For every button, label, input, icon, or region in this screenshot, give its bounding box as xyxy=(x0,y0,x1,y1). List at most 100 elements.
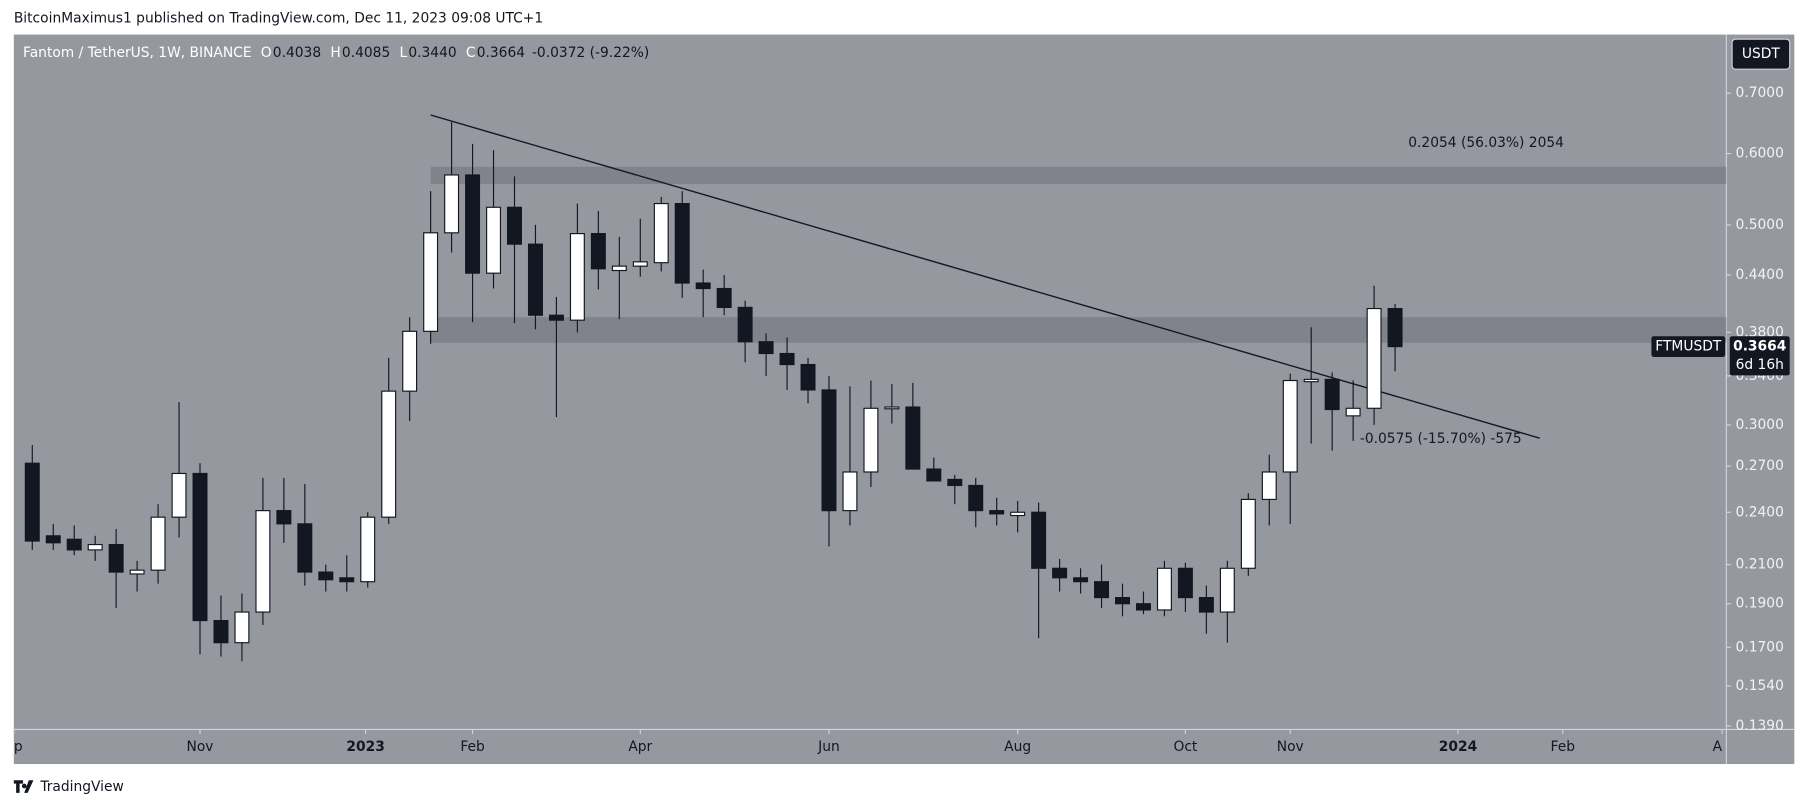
candle-body xyxy=(45,535,61,544)
candle-body xyxy=(842,471,858,512)
candle-body xyxy=(779,352,795,366)
candle-body xyxy=(905,406,921,470)
candle-body xyxy=(213,619,229,644)
candle-body xyxy=(192,472,208,622)
legend-item: 0.3664 xyxy=(477,45,526,61)
zone xyxy=(430,166,1727,185)
price-tag-value: 0.3664 xyxy=(1733,339,1786,355)
currency-button[interactable] xyxy=(1731,38,1791,70)
price-tag-symbol: FTMUSDT xyxy=(1655,339,1722,355)
x-tick-label: Jun xyxy=(817,739,840,755)
candle-body xyxy=(66,538,82,551)
candle-body xyxy=(863,407,879,473)
x-tick-label: Feb xyxy=(1551,739,1576,755)
y-tick-label: 0.1900 xyxy=(1736,596,1784,612)
candle-body xyxy=(1366,307,1382,409)
candle-body xyxy=(1345,407,1361,417)
brand: TradingView xyxy=(13,779,124,795)
candle-body xyxy=(695,282,711,290)
price-tag-countdown: 6d 16h xyxy=(1736,357,1784,373)
y-tick-label: 0.5000 xyxy=(1736,217,1784,233)
candle-body xyxy=(360,516,376,583)
candle-body xyxy=(737,306,753,343)
publisher: BitcoinMaximus1 published on TradingView… xyxy=(14,10,543,26)
candle-body xyxy=(632,261,648,267)
candle-body xyxy=(423,232,439,332)
candle-body xyxy=(402,330,418,392)
y-tick-label: 0.1390 xyxy=(1736,718,1784,734)
candle-body xyxy=(527,243,543,316)
legend-item: 0.4038 xyxy=(273,45,321,61)
candle-body xyxy=(1387,307,1403,348)
currency: USDT xyxy=(1742,46,1781,62)
legend-item: Fantom / TetherUS, 1W, BINANCE xyxy=(23,45,252,61)
x-tick-label: Oct xyxy=(1173,739,1197,755)
candle-body xyxy=(1219,567,1235,613)
x-tick-label: p xyxy=(14,739,23,755)
x-tick-label: Apr xyxy=(628,739,652,755)
candle-body xyxy=(465,174,481,274)
y-tick-label: 0.7000 xyxy=(1736,85,1784,101)
candle-body xyxy=(150,516,166,571)
candle-body xyxy=(1052,567,1068,579)
price-tag-symbol-box xyxy=(1651,336,1726,357)
candle-body xyxy=(318,571,334,581)
trendline xyxy=(430,114,1540,439)
candle-body xyxy=(989,510,1005,515)
zone xyxy=(430,317,1727,343)
x-tick-label: Aug xyxy=(1004,739,1031,755)
candle-body xyxy=(276,510,292,525)
x-tick-label: Nov xyxy=(1277,739,1304,755)
legend-item: 0.4085 xyxy=(342,45,390,61)
x-tick-label: Nov xyxy=(187,739,214,755)
candle-body xyxy=(800,363,816,391)
chart-background xyxy=(13,34,1795,765)
candle-body xyxy=(24,462,40,542)
x-tick-label: Feb xyxy=(460,739,485,755)
candle-body xyxy=(611,265,627,272)
legend-item: -0.0372 (-9.22%) xyxy=(532,45,649,61)
candle-body xyxy=(339,577,355,583)
y-tick-label: 0.3000 xyxy=(1736,417,1784,433)
legend-item: L xyxy=(399,45,407,61)
x-tick-label: 2023 xyxy=(346,739,384,755)
candle-body xyxy=(716,287,732,308)
candle-body xyxy=(758,341,774,355)
candle-body xyxy=(1135,603,1151,611)
legend: Fantom / TetherUS, 1W, BINANCE O0.4038 H0.… xyxy=(23,45,649,61)
candle-body xyxy=(1324,378,1340,411)
candle-body xyxy=(590,233,606,270)
candle-body xyxy=(1010,511,1026,517)
candle-body xyxy=(234,611,250,644)
brand-name: TradingView xyxy=(39,779,123,795)
price-tag-box xyxy=(1729,336,1790,376)
y-tick-label: 0.2400 xyxy=(1736,504,1784,520)
candle-body xyxy=(674,202,690,284)
candle-body xyxy=(1115,597,1130,605)
candle-body xyxy=(381,390,397,518)
logo xyxy=(13,780,34,793)
annotation: 0.2054 (56.03%) 2054 xyxy=(1408,135,1564,151)
candle-body xyxy=(108,543,124,573)
candle-body xyxy=(821,389,837,512)
candle-body xyxy=(884,406,900,410)
candle-body xyxy=(1094,581,1110,599)
candle-body xyxy=(548,314,564,321)
y-tick-label: 0.4400 xyxy=(1736,267,1784,283)
candle-body xyxy=(1177,567,1193,599)
y-tick-label: 0.2700 xyxy=(1736,458,1784,474)
candle-body xyxy=(1073,577,1089,583)
candle-body xyxy=(947,478,963,487)
candle-body xyxy=(87,543,103,551)
candle-body xyxy=(1282,379,1298,473)
candle-body xyxy=(1261,471,1277,500)
x-tick-label: A xyxy=(1713,739,1723,755)
y-tick-label: 0.1540 xyxy=(1736,678,1784,694)
candle-body xyxy=(1240,498,1256,569)
legend-item: C xyxy=(466,45,476,61)
candle-body xyxy=(926,468,942,482)
candle-body xyxy=(653,202,669,264)
candle-body xyxy=(444,174,460,234)
legend-item: 0.3440 xyxy=(408,45,456,61)
